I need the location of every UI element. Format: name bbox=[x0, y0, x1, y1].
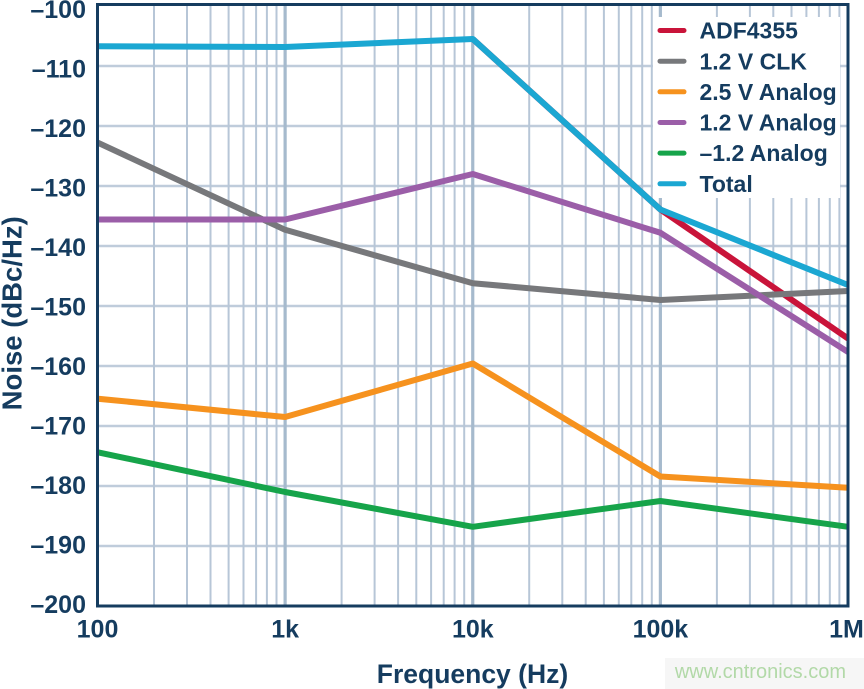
svg-text:Total: Total bbox=[700, 171, 753, 197]
svg-text:10k: 10k bbox=[452, 616, 494, 644]
svg-text:www.cntronics.com: www.cntronics.com bbox=[674, 661, 846, 683]
svg-text:–200: –200 bbox=[30, 591, 86, 619]
svg-text:Frequency (Hz): Frequency (Hz) bbox=[377, 659, 568, 689]
svg-text:–180: –180 bbox=[30, 472, 86, 500]
svg-text:100: 100 bbox=[77, 616, 119, 644]
svg-text:–110: –110 bbox=[32, 56, 86, 84]
svg-text:1.2 V Analog: 1.2 V Analog bbox=[700, 110, 837, 136]
svg-text:–1.2 Analog: –1.2 Analog bbox=[700, 140, 828, 166]
svg-text:2.5 V Analog: 2.5 V Analog bbox=[700, 79, 837, 105]
svg-text:Noise (dBc/Hz): Noise (dBc/Hz) bbox=[0, 216, 28, 410]
svg-text:100k: 100k bbox=[633, 616, 689, 644]
svg-text:–160: –160 bbox=[30, 353, 86, 381]
svg-text:–130: –130 bbox=[30, 175, 86, 203]
svg-text:–100: –100 bbox=[30, 0, 86, 24]
svg-text:–190: –190 bbox=[30, 531, 86, 559]
svg-text:1M: 1M bbox=[829, 616, 864, 644]
svg-text:–120: –120 bbox=[30, 115, 86, 143]
svg-text:–140: –140 bbox=[30, 234, 86, 262]
svg-text:1.2 V CLK: 1.2 V CLK bbox=[700, 48, 808, 74]
svg-text:–170: –170 bbox=[30, 412, 86, 440]
svg-text:–150: –150 bbox=[30, 293, 86, 321]
svg-text:ADF4355: ADF4355 bbox=[700, 18, 799, 44]
svg-text:1k: 1k bbox=[271, 616, 299, 644]
